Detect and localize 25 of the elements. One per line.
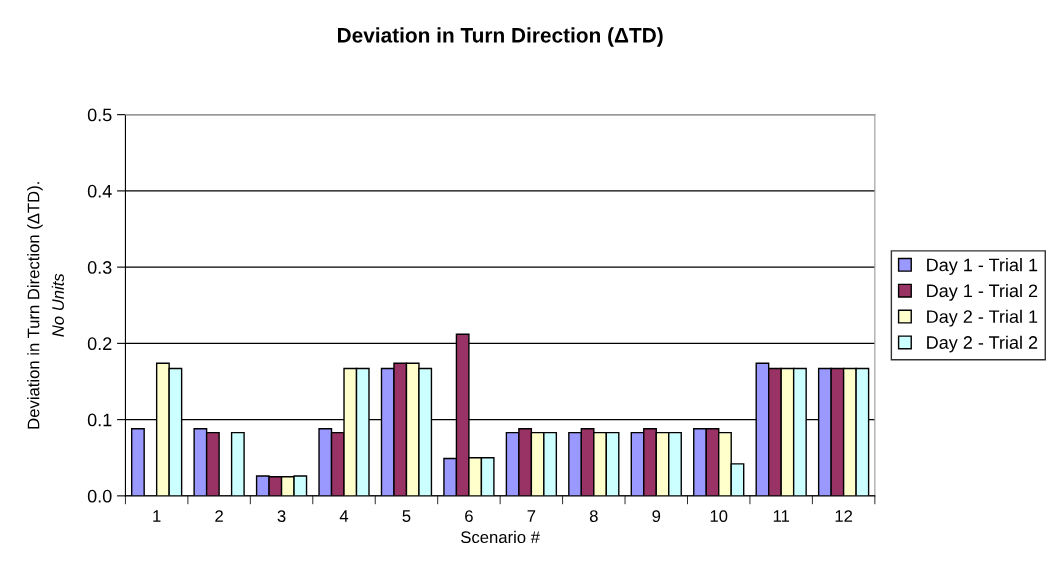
y-tick-label: 0.2	[87, 337, 112, 351]
y-tick-label: 0.4	[87, 184, 112, 198]
legend-label: Day 1 - Trial 1	[927, 258, 1038, 275]
x-tick-label: 5	[402, 510, 411, 522]
chart-title: Deviation in Turn Direction (ΔTD)	[338, 27, 663, 47]
x-tick-label: 11	[773, 510, 790, 522]
x-tick-label: 10	[710, 510, 728, 522]
x-tick-label: 4	[339, 510, 349, 522]
legend-label: Day 2 - Trial 2	[927, 335, 1038, 353]
y-tick-label: 0.5	[87, 108, 112, 122]
x-tick-label: 1	[153, 510, 161, 522]
x-tick-label: 3	[277, 510, 286, 522]
legend-label: Day 2 - Trial 1	[927, 309, 1038, 327]
x-tick-label: 7	[527, 510, 536, 522]
x-tick-label: 9	[652, 510, 661, 522]
y-tick-label: 0.1	[87, 413, 112, 427]
x-tick-label: 6	[465, 510, 473, 522]
y-tick-label: 0.3	[87, 261, 112, 274]
y-tick-label: 0.0	[87, 489, 112, 503]
legend-label: Day 1 - Trial 2	[927, 283, 1038, 301]
x-tick-label: 2	[215, 510, 223, 522]
x-tick-label: 12	[835, 510, 853, 522]
y-axis-title: Deviation in Turn Direction (ΔTD). No Units	[27, 182, 64, 429]
x-axis-title: Scenario #	[461, 530, 540, 544]
x-tick-label: 8	[589, 510, 598, 522]
